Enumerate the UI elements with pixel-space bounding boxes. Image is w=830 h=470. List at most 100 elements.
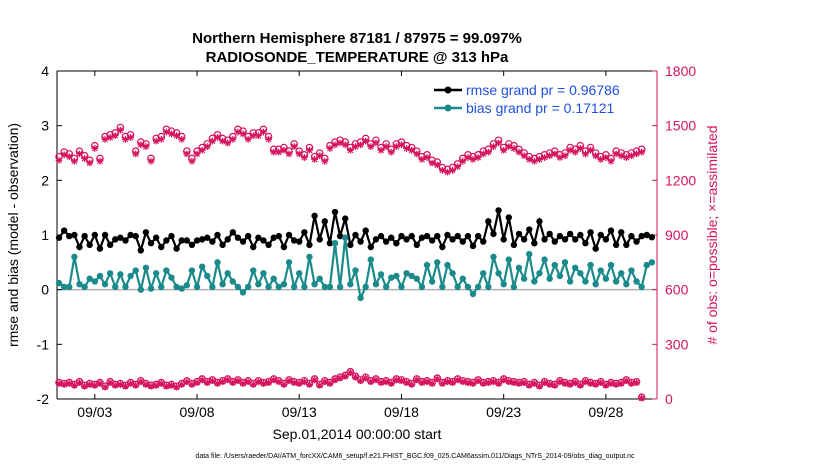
obs-assimilated-point <box>239 380 247 387</box>
obs-assimilated-point <box>418 155 426 163</box>
obs-assimilated-point <box>295 150 303 158</box>
rmse-point <box>582 240 589 247</box>
bias-point <box>592 281 599 288</box>
rmse-point <box>270 234 277 241</box>
obs-assimilated-point <box>116 381 124 388</box>
y-right-tick-label: 900 <box>665 227 689 243</box>
bias-point <box>316 275 323 282</box>
obs-series-3 <box>55 126 646 176</box>
bias-point <box>566 278 574 285</box>
obs-assimilated-point <box>96 157 104 165</box>
rmse-point <box>444 231 451 239</box>
y-right-tick-label: 300 <box>665 336 689 352</box>
obs-assimilated-point <box>633 379 640 386</box>
obs-assimilated-point <box>525 381 533 389</box>
rmse-point <box>321 218 329 225</box>
rmse-point <box>602 236 610 243</box>
bias-point <box>403 270 410 277</box>
obs-assimilated-point <box>479 150 487 158</box>
obs-assimilated-point <box>142 143 150 151</box>
rmse-point <box>357 238 364 245</box>
obs-assimilated-point <box>541 379 548 386</box>
obs-assimilated-point <box>76 379 83 386</box>
y-tick-label: -1 <box>37 336 50 352</box>
obs-assimilated-point <box>224 139 232 147</box>
rmse-point <box>137 247 145 254</box>
bias-point <box>275 283 283 291</box>
rmse-point <box>485 218 492 225</box>
rmse-point <box>250 243 257 251</box>
bias-point <box>285 259 293 266</box>
obs-assimilated-point <box>561 152 569 160</box>
obs-assimilated-point <box>612 381 620 388</box>
obs-assimilated-point <box>132 381 140 389</box>
obs-assimilated-point <box>147 382 155 390</box>
bias-point <box>239 289 247 296</box>
obs-assimilated-point <box>147 157 155 165</box>
bias-point <box>597 267 604 274</box>
rmse-point <box>224 236 231 243</box>
bias-point <box>306 253 313 261</box>
obs-assimilated-point <box>316 381 324 389</box>
bias-point <box>66 283 73 291</box>
rmse-point <box>336 232 344 240</box>
rmse-point <box>362 227 369 234</box>
obs-assimilated-point <box>224 376 232 384</box>
obs-assimilated-point <box>587 146 594 154</box>
obs-assimilated-point <box>571 148 579 156</box>
obs-assimilated-point <box>454 163 462 171</box>
bias-point <box>76 281 83 288</box>
obs-assimilated-point <box>362 374 370 382</box>
rmse-point <box>490 230 497 238</box>
obs-series-5 <box>55 369 646 402</box>
bias-point <box>546 275 553 282</box>
bias-point <box>648 259 656 266</box>
rmse-point <box>86 241 93 249</box>
obs-assimilated-point <box>357 141 364 149</box>
bias-point <box>296 270 303 277</box>
rmse-point <box>132 232 139 240</box>
rmse-point <box>500 236 507 243</box>
obs-assimilated-point <box>566 146 574 154</box>
bias-point <box>81 283 88 291</box>
obs-assimilated-point <box>433 375 441 383</box>
rmse-point <box>541 236 548 243</box>
obs-assimilated-point <box>546 381 554 388</box>
bias-point <box>331 240 339 247</box>
bias-point <box>612 278 620 285</box>
rmse-point <box>413 241 420 249</box>
obs-assimilated-point <box>612 150 620 158</box>
rmse-point <box>638 232 645 240</box>
bias-point <box>464 283 472 291</box>
rmse-point <box>398 232 405 240</box>
y-right-tick-label: 1500 <box>665 118 696 134</box>
bias-point <box>198 263 206 270</box>
obs-assimilated-point <box>244 135 252 143</box>
rmse-point <box>347 241 354 249</box>
obs-assimilated-point <box>285 377 293 385</box>
rmse-point <box>239 238 247 245</box>
obs-assimilated-point <box>474 377 482 385</box>
obs-assimilated-point <box>249 381 257 388</box>
obs-assimilated-point <box>193 150 201 158</box>
obs-assimilated-point <box>229 135 237 143</box>
bias-point <box>556 272 564 280</box>
rmse-point <box>76 243 83 251</box>
rmse-point <box>280 243 288 251</box>
legend-marker-rmse <box>444 86 452 94</box>
rmse-point <box>454 232 461 240</box>
obs-assimilated-point <box>249 132 257 140</box>
bias-point <box>393 272 400 280</box>
bias-point <box>178 285 185 292</box>
rmse-point <box>306 241 313 249</box>
obs-assimilated-point <box>382 378 390 386</box>
bias-point <box>372 281 380 288</box>
bias-point <box>71 253 78 261</box>
x-tick-label: 09/13 <box>282 404 317 420</box>
rmse-point <box>234 234 242 241</box>
rmse-point <box>382 238 390 245</box>
obs-assimilated-point <box>290 379 298 386</box>
rmse-point <box>66 232 73 240</box>
y-tick-label: 0 <box>41 282 49 298</box>
rmse-point <box>423 232 431 240</box>
